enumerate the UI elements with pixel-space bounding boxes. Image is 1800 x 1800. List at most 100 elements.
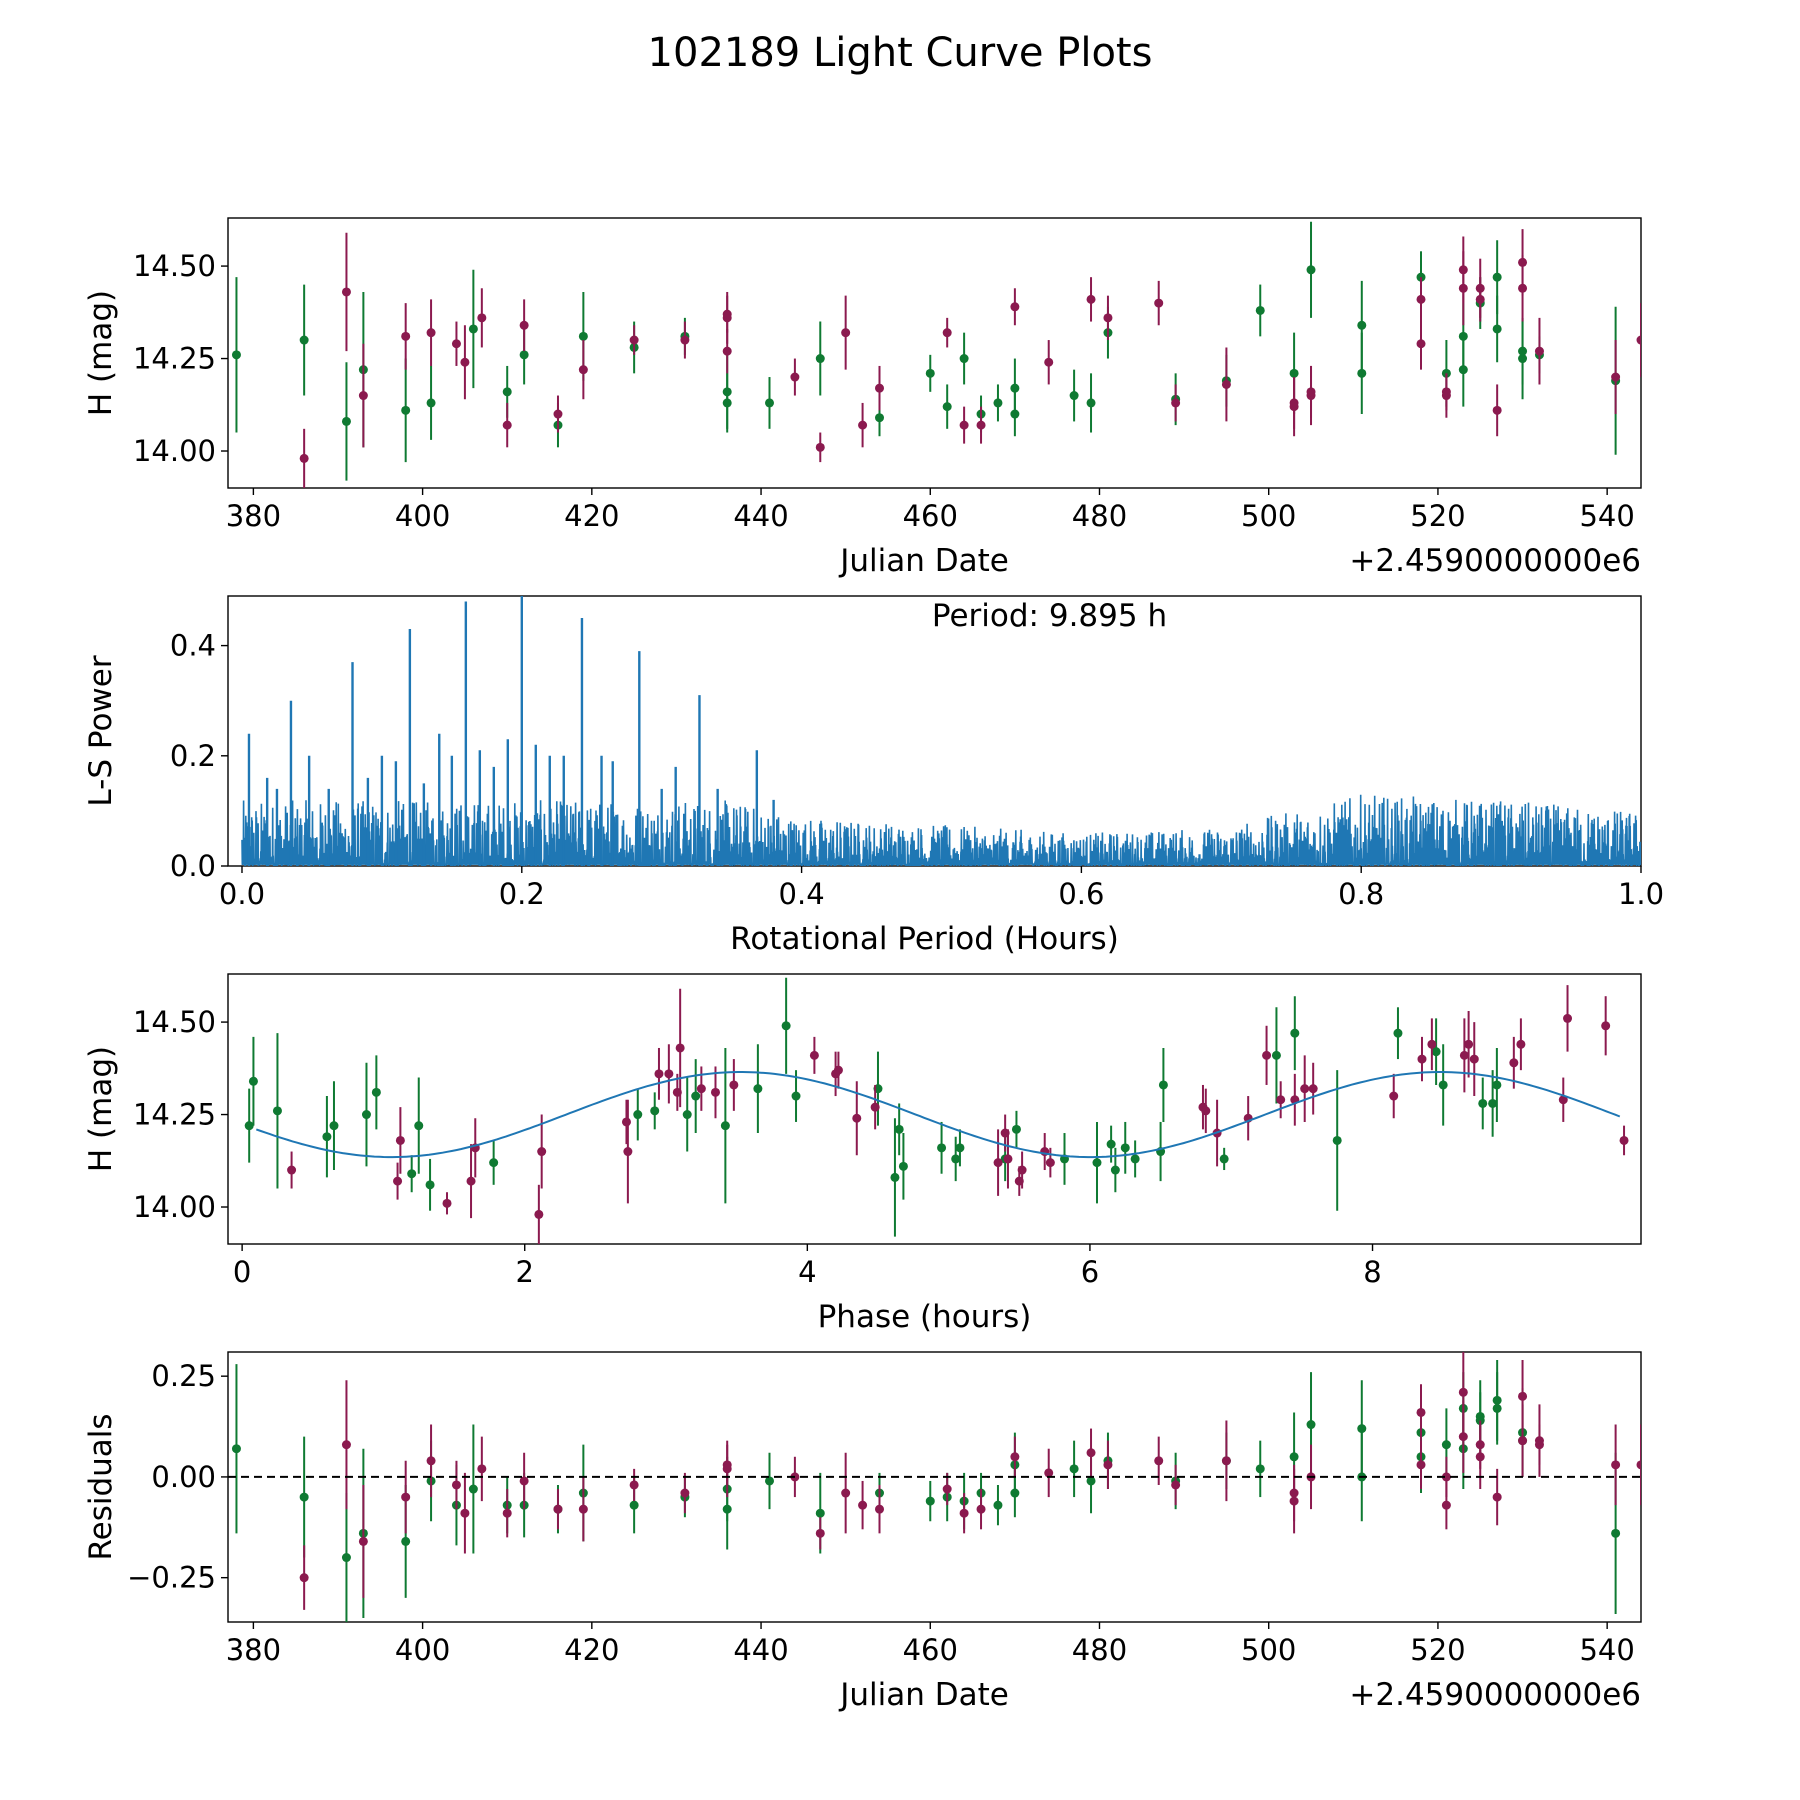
- point-red: [1441, 1472, 1451, 1482]
- point-red: [1459, 1050, 1469, 1060]
- x-tick-label: 0: [233, 1255, 251, 1289]
- point-red: [1171, 1480, 1181, 1490]
- point-red: [537, 1147, 547, 1157]
- point-red: [833, 1065, 843, 1075]
- point-red: [1154, 1456, 1164, 1466]
- point-red: [1441, 387, 1451, 397]
- point-red: [841, 328, 851, 338]
- point-green: [1306, 265, 1316, 275]
- point-green: [1290, 1028, 1300, 1038]
- point-green: [629, 1500, 639, 1510]
- x-tick-label: 420: [564, 1633, 619, 1667]
- point-red: [1416, 339, 1426, 349]
- point-green: [1219, 1154, 1229, 1164]
- point-green: [753, 1084, 763, 1094]
- point-red: [1017, 1165, 1027, 1175]
- point-green: [765, 398, 775, 408]
- x-tick-label: 460: [903, 499, 958, 533]
- x-offset-text: +2.4590000000e6: [1349, 1677, 1641, 1713]
- point-red: [1308, 1084, 1318, 1094]
- point-green: [299, 1492, 309, 1502]
- point-red: [1154, 298, 1164, 308]
- point-green: [898, 1161, 908, 1171]
- point-green: [1011, 1124, 1021, 1134]
- point-red: [621, 1117, 631, 1127]
- point-green: [371, 1087, 381, 1097]
- point-red: [1289, 1488, 1299, 1498]
- point-red: [287, 1165, 297, 1175]
- point-red: [1300, 1084, 1310, 1094]
- point-red: [942, 328, 952, 338]
- point-red: [1563, 1013, 1573, 1023]
- point-red: [1086, 1448, 1096, 1458]
- point-green: [1357, 320, 1367, 330]
- point-green: [1393, 1028, 1403, 1038]
- x-tick-label: 0.8: [1338, 877, 1384, 911]
- x-tick-label: 0.6: [1058, 877, 1104, 911]
- y-axis-label: H (mag): [83, 290, 119, 416]
- point-red: [1464, 1039, 1474, 1049]
- point-red: [1103, 1460, 1113, 1470]
- point-red: [1276, 1095, 1286, 1105]
- point-green: [633, 1110, 643, 1120]
- point-red: [1601, 1021, 1611, 1031]
- point-green: [1069, 391, 1079, 401]
- panel-phased: [221, 973, 1642, 1251]
- point-green: [925, 1496, 935, 1506]
- point-green: [502, 387, 512, 397]
- point-red: [502, 420, 512, 430]
- point-green: [489, 1158, 499, 1168]
- point-green: [781, 1021, 791, 1031]
- point-green: [244, 1121, 254, 1131]
- point-red: [553, 1504, 563, 1514]
- point-red: [1044, 357, 1054, 367]
- point-red: [1045, 1158, 1055, 1168]
- point-green: [1611, 1528, 1621, 1538]
- point-red: [1636, 335, 1641, 345]
- point-red: [401, 331, 411, 341]
- point-red: [477, 313, 487, 323]
- point-red: [578, 365, 588, 375]
- plot-area-periodogram: [241, 596, 1641, 866]
- point-green: [722, 398, 732, 408]
- point-red: [680, 335, 690, 345]
- point-red: [654, 1069, 664, 1079]
- x-tick-label: 400: [395, 1633, 450, 1667]
- point-red: [1441, 1500, 1451, 1510]
- point-red: [959, 420, 969, 430]
- point-green: [1458, 365, 1468, 375]
- point-green: [890, 1172, 900, 1182]
- point-green: [720, 1121, 730, 1131]
- point-green: [1441, 1440, 1451, 1450]
- point-red: [1475, 283, 1485, 293]
- point-green: [299, 335, 309, 345]
- point-red: [858, 420, 868, 430]
- x-tick-label: 540: [1579, 499, 1634, 533]
- x-axis-label: Rotational Period (Hours): [730, 921, 1119, 957]
- y-tick-label: 14.25: [133, 1098, 216, 1132]
- point-red: [852, 1113, 862, 1123]
- point-green: [248, 1076, 258, 1086]
- point-green: [791, 1091, 801, 1101]
- axes-frame-lightcurve: [227, 217, 1642, 489]
- point-red: [1518, 283, 1528, 293]
- point-red: [942, 1484, 952, 1494]
- point-green: [951, 1154, 961, 1164]
- point-green: [407, 1169, 417, 1179]
- point-red: [426, 1456, 436, 1466]
- point-green: [1492, 1395, 1502, 1405]
- point-red: [1534, 1440, 1544, 1450]
- point-red: [696, 1084, 706, 1094]
- point-green: [691, 1091, 701, 1101]
- point-red: [502, 1508, 512, 1518]
- point-red: [1458, 1432, 1468, 1442]
- point-green: [1086, 398, 1096, 408]
- point-red: [534, 1209, 544, 1219]
- point-green: [341, 1553, 351, 1563]
- point-green: [1306, 1420, 1316, 1430]
- point-red: [451, 1480, 461, 1490]
- x-tick-label: 4: [798, 1255, 816, 1289]
- point-red: [1221, 1456, 1231, 1466]
- x-tick-label: 380: [226, 499, 281, 533]
- point-green: [578, 331, 588, 341]
